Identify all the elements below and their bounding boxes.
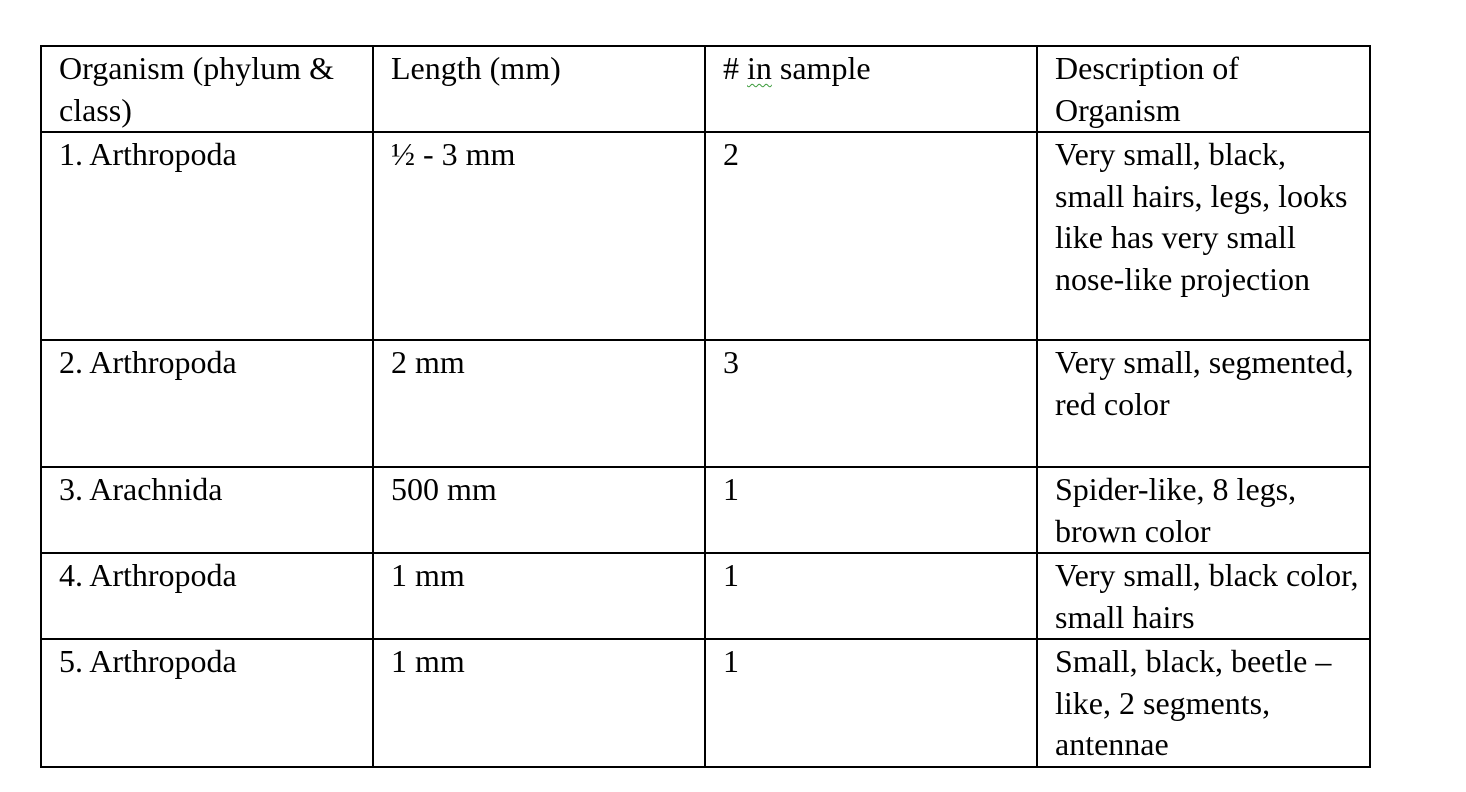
- cell-description: Very small, segmented, red color: [1036, 339, 1371, 468]
- cell-count: 1: [704, 552, 1038, 640]
- cell-count: 1: [704, 638, 1038, 768]
- header-description: Description of Organism: [1036, 45, 1371, 133]
- table-row: 2. Arthropoda 2 mm 3 Very small, segment…: [40, 339, 1371, 468]
- table-row: 3. Arachnida 500 mm 1 Spider-like, 8 leg…: [40, 466, 1371, 554]
- cell-count: 2: [704, 131, 1038, 341]
- cell-description: Very small, black, small hairs, legs, lo…: [1036, 131, 1371, 341]
- cell-organism: 1. Arthropoda: [40, 131, 374, 341]
- cell-organism: 5. Arthropoda: [40, 638, 374, 768]
- table-row: 5. Arthropoda 1 mm 1 Small, black, beetl…: [40, 638, 1371, 768]
- cell-count: 3: [704, 339, 1038, 468]
- cell-length: 1 mm: [372, 638, 706, 768]
- cell-description: Spider-like, 8 legs, brown color: [1036, 466, 1371, 554]
- table-row: 1. Arthropoda ½ - 3 mm 2 Very small, bla…: [40, 131, 1371, 341]
- organism-table: Organism (phylum & class) Length (mm) # …: [40, 45, 1371, 768]
- cell-organism: 2. Arthropoda: [40, 339, 374, 468]
- cell-count: 1: [704, 466, 1038, 554]
- cell-length: 500 mm: [372, 466, 706, 554]
- cell-organism: 3. Arachnida: [40, 466, 374, 554]
- header-count-sample: sample: [771, 50, 871, 86]
- header-count: # in sample: [704, 45, 1038, 133]
- header-length: Length (mm): [372, 45, 706, 133]
- table-row: 4. Arthropoda 1 mm 1 Very small, black c…: [40, 552, 1371, 640]
- cell-length: ½ - 3 mm: [372, 131, 706, 341]
- cell-description: Very small, black color, small hairs: [1036, 552, 1371, 640]
- header-organism: Organism (phylum & class): [40, 45, 374, 133]
- spellcheck-word: in: [747, 50, 772, 86]
- header-row: Organism (phylum & class) Length (mm) # …: [40, 45, 1371, 133]
- cell-organism: 4. Arthropoda: [40, 552, 374, 640]
- cell-description: Small, black, beetle –like, 2 segments, …: [1036, 638, 1371, 768]
- cell-length: 1 mm: [372, 552, 706, 640]
- cell-length: 2 mm: [372, 339, 706, 468]
- header-count-hash: #: [723, 50, 747, 86]
